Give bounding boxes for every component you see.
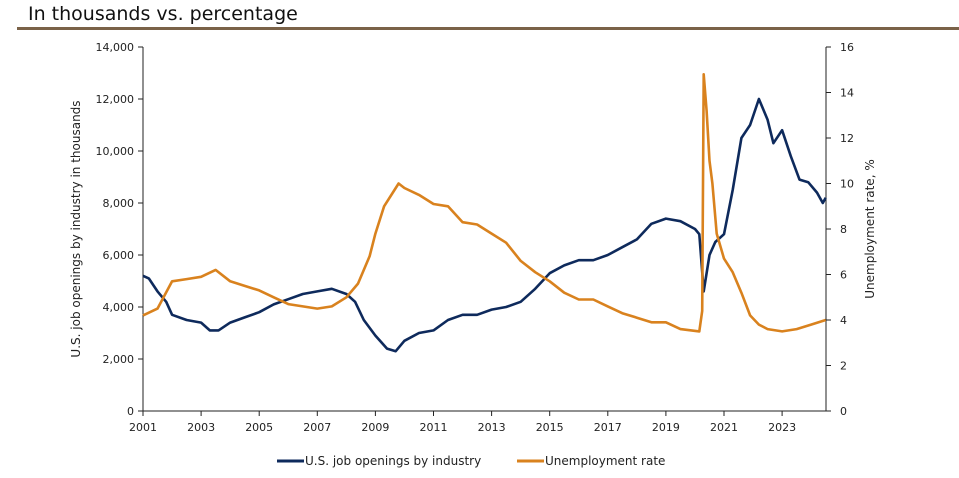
y2-tick-label: 16	[840, 41, 854, 54]
y2-tick-label: 4	[840, 314, 847, 327]
y2-tick-label: 10	[840, 178, 854, 191]
x-tick-label: 2015	[536, 421, 564, 434]
x-tick-label: 2023	[768, 421, 796, 434]
x-tick-label: 2011	[420, 421, 448, 434]
y2-tick-label: 14	[840, 87, 854, 100]
unemployment-rate-line	[142, 73, 827, 333]
legend-label: U.S. job openings by industry	[305, 454, 481, 468]
x-tick-label: 2013	[478, 421, 506, 434]
y-tick-label: 6,000	[103, 249, 135, 262]
x-tick-label: 2017	[594, 421, 622, 434]
y-tick-label: 12,000	[96, 93, 135, 106]
x-tick-label: 2019	[652, 421, 680, 434]
y-tick-label: 4,000	[103, 301, 135, 314]
title-rule	[17, 27, 959, 30]
y-axis-label: U.S. job openings by industry in thousan…	[69, 100, 83, 357]
y2-tick-label: 2	[840, 360, 847, 373]
y-tick-label: 8,000	[103, 197, 135, 210]
job-openings-line	[142, 97, 827, 353]
legend-label: Unemployment rate	[545, 454, 665, 468]
y2-tick-label: 12	[840, 132, 854, 145]
y2-tick-label: 8	[840, 223, 847, 236]
y2-tick-label: 6	[840, 269, 847, 282]
y2-tick-label: 0	[840, 405, 847, 418]
x-tick-label: 2009	[361, 421, 389, 434]
x-tick-label: 2007	[303, 421, 331, 434]
y-tick-label: 0	[127, 405, 134, 418]
x-tick-label: 2021	[710, 421, 738, 434]
x-tick-label: 2005	[245, 421, 273, 434]
chart-subtitle: In thousands vs. percentage	[28, 3, 298, 25]
x-tick-label: 2001	[129, 421, 157, 434]
y-tick-label: 2,000	[103, 353, 135, 366]
y-tick-label: 10,000	[96, 145, 135, 158]
y-tick-label: 14,000	[96, 41, 135, 54]
y2-axis-label: Unemployment rate, %	[863, 159, 877, 298]
x-tick-label: 2003	[187, 421, 215, 434]
